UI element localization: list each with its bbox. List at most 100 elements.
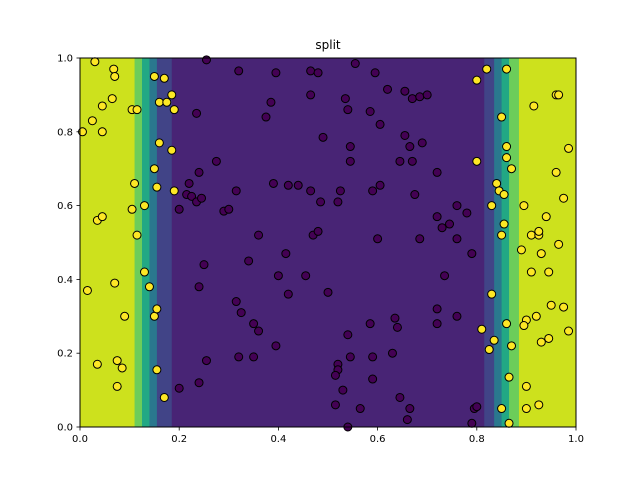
point-class-1 [502,142,512,152]
region-band [518,58,577,427]
point-class-1 [139,267,149,277]
point-class-0 [368,352,378,362]
point-class-0 [345,156,355,166]
point-class-0 [234,66,244,76]
point-class-0 [390,313,400,323]
point-class-1 [529,101,539,111]
point-class-0 [234,352,244,362]
point-class-0 [201,356,211,366]
point-class-0 [199,260,209,270]
point-class-0 [261,112,271,122]
point-class-1 [112,356,122,366]
point-class-1 [521,404,531,414]
region-band [484,58,495,427]
point-class-0 [375,180,385,190]
point-class-0 [301,271,311,281]
point-class-0 [383,84,393,94]
point-class-0 [368,374,378,384]
region-band [80,58,136,427]
point-class-0 [174,204,184,214]
point-class-1 [554,239,564,249]
point-class-0 [231,186,241,196]
point-class-1 [497,112,507,122]
region-band [171,58,485,427]
point-class-1 [472,156,482,166]
point-class-1 [487,201,497,211]
point-class-0 [345,352,355,362]
y-tick-label: 1.0 [57,54,73,65]
point-class-1 [497,230,507,240]
point-class-0 [395,156,405,166]
point-class-0 [387,348,397,358]
point-class-1 [167,145,177,155]
point-class-1 [531,311,541,321]
point-class-0 [231,297,241,307]
point-class-1 [159,73,169,83]
x-axis: 0.0 0.2 0.4 0.6 0.8 1.0 [72,427,584,445]
point-class-0 [249,352,259,362]
point-class-0 [437,223,447,233]
point-class-1 [544,267,554,277]
point-class-0 [194,282,204,292]
point-class-1 [487,289,497,299]
x-tick-label: 1.0 [568,434,584,445]
point-class-0 [254,230,264,240]
region-band [134,58,143,427]
point-class-1 [152,182,162,192]
point-class-0 [472,402,482,412]
x-tick-label: 0.6 [370,434,386,445]
point-class-1 [472,75,482,85]
point-class-1 [127,204,137,214]
point-class-0 [432,319,442,329]
point-class-1 [564,326,574,336]
point-class-0 [452,201,462,211]
point-class-0 [340,94,350,104]
point-class-0 [333,197,343,207]
point-class-0 [407,156,417,166]
point-class-0 [318,132,328,142]
point-class-0 [316,197,326,207]
point-class-1 [109,64,119,74]
point-class-0 [432,167,442,177]
point-class-1 [546,300,556,310]
point-class-0 [405,404,415,414]
point-class-0 [283,180,293,190]
y-axis: 0.0 0.2 0.4 0.6 0.8 1.0 [57,54,80,434]
point-class-0 [224,204,234,214]
point-class-0 [236,308,246,318]
point-class-1 [516,245,526,255]
point-class-0 [197,193,207,203]
point-class-1 [541,212,551,222]
point-class-1 [499,190,509,200]
point-class-0 [370,68,380,78]
point-class-0 [452,311,462,321]
point-class-0 [368,186,378,196]
point-class-0 [417,138,427,148]
x-tick-label: 0.0 [72,434,88,445]
point-class-0 [407,94,417,104]
point-class-1 [554,90,564,100]
plot-frame [79,57,577,428]
point-class-1 [169,186,179,196]
point-class-0 [402,415,412,425]
point-class-1 [497,404,507,414]
point-class-1 [536,337,546,347]
decision-regions [80,58,577,427]
point-class-0 [266,97,276,107]
point-class-1 [551,167,561,177]
point-class-0 [201,55,211,65]
point-class-0 [440,271,450,281]
point-class-1 [167,90,177,100]
point-class-0 [400,86,410,96]
region-band [494,58,503,427]
point-class-0 [365,319,375,329]
point-class-0 [323,287,333,297]
point-class-0 [330,370,340,380]
point-class-1 [504,418,514,428]
y-tick-label: 0.6 [57,201,73,212]
point-class-1 [502,319,512,329]
point-class-0 [400,130,410,140]
point-class-1 [149,311,159,321]
point-class-1 [97,127,107,137]
point-class-0 [355,404,365,414]
